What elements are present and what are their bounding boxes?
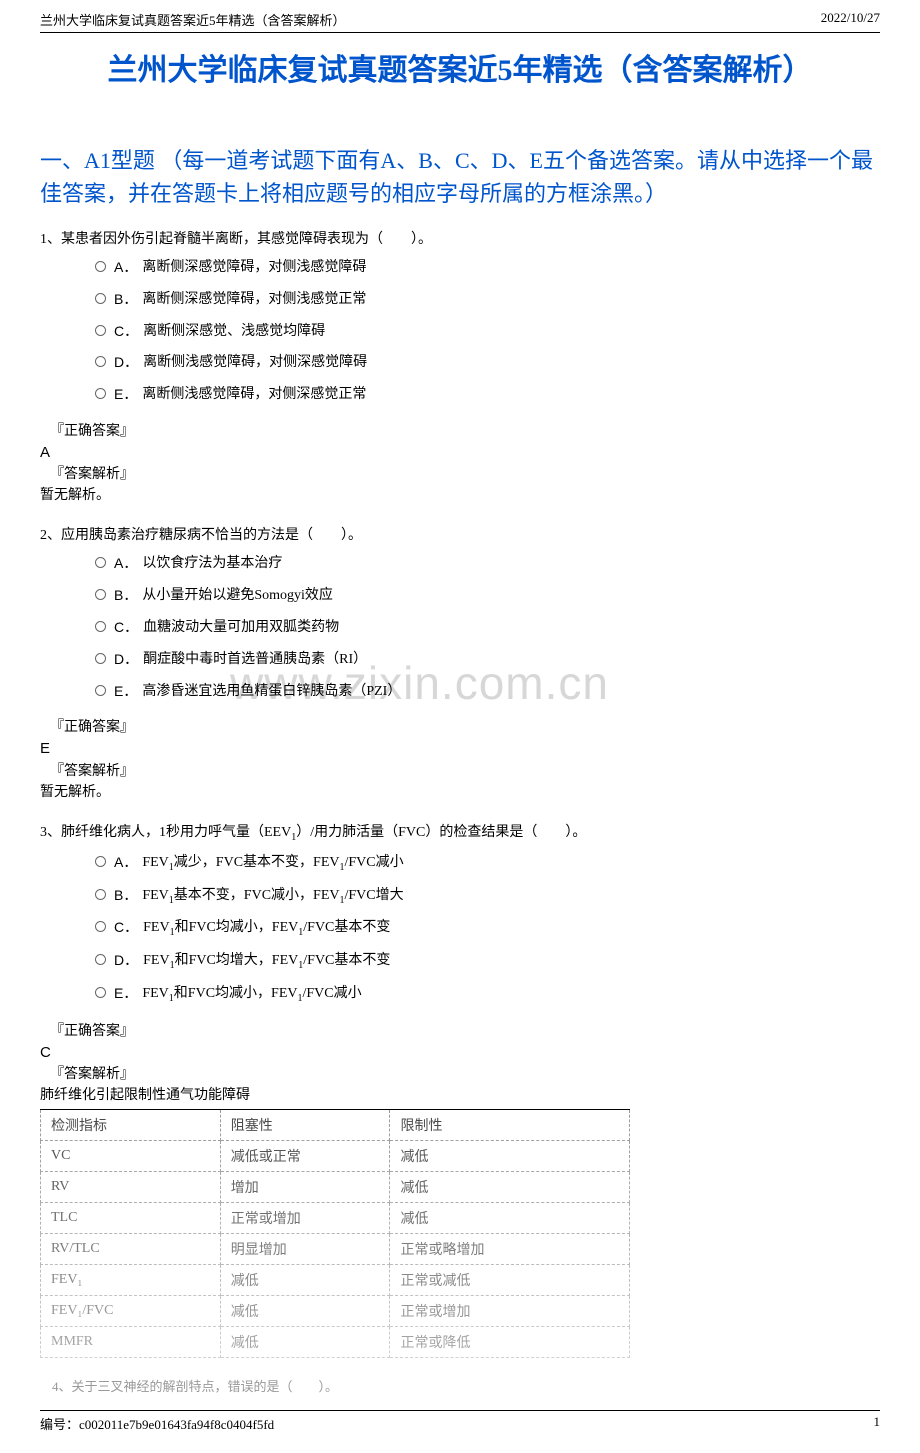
option-a[interactable]: A．离断侧深感觉障碍，对侧浅感觉障碍 (95, 256, 880, 280)
page-footer: 编号：c002011e7b9e01643fa94f8c0404f5fd 1 (40, 1410, 880, 1433)
analysis-table: 检测指标阻塞性限制性 VC减低或正常减低 RV增加减低 TLC正常或增加减低 R… (40, 1109, 630, 1358)
options-list: A．离断侧深感觉障碍，对侧浅感觉障碍 B．离断侧深感觉障碍，对侧浅感觉正常 C．… (95, 256, 880, 407)
answer-block: 『正确答案』 A 『答案解析』 暂无解析。 (40, 421, 880, 507)
option-e[interactable]: E．FEV1和FVC均减小，FEV1/FVC减小 (95, 982, 880, 1007)
table-row: FEV₁减低正常或减低 (41, 1265, 630, 1296)
footer-right: 1 (874, 1414, 881, 1433)
answer-block: 『正确答案』 E 『答案解析』 暂无解析。 (40, 717, 880, 803)
header-left: 兰州大学临床复试真题答案近5年精选（含答案解析） (40, 10, 346, 29)
option-c[interactable]: C．血糖波动大量可加用双胍类药物 (95, 616, 880, 640)
option-a[interactable]: A．以饮食疗法为基本治疗 (95, 552, 880, 576)
page-header: 兰州大学临床复试真题答案近5年精选（含答案解析） 2022/10/27 (40, 10, 880, 33)
question-2: 2、应用胰岛素治疗糖尿病不恰当的方法是（ ）。 A．以饮食疗法为基本治疗 B．从… (40, 524, 880, 802)
table-row: RV/TLC明显增加正常或略增加 (41, 1234, 630, 1265)
radio-icon (95, 325, 106, 336)
table-row: 检测指标阻塞性限制性 (41, 1110, 630, 1141)
question-1: 1、某患者因外伤引起脊髓半离断，其感觉障碍表现为（ ）。 A．离断侧深感觉障碍，… (40, 228, 880, 506)
option-a[interactable]: A．FEV1减少，FVC基本不变，FEV1/FVC减小 (95, 851, 880, 876)
option-c[interactable]: C．离断侧深感觉、浅感觉均障碍 (95, 320, 880, 344)
header-right: 2022/10/27 (821, 10, 880, 29)
option-d[interactable]: D．酮症酸中毒时首选普通胰岛素（RI） (95, 648, 880, 672)
options-list: A．FEV1减少，FVC基本不变，FEV1/FVC减小 B．FEV1基本不变，F… (95, 851, 880, 1007)
analysis-table-wrapper: 检测指标阻塞性限制性 VC减低或正常减低 RV增加减低 TLC正常或增加减低 R… (40, 1109, 880, 1358)
radio-icon (95, 653, 106, 664)
question-4-text: 4、关于三叉神经的解剖特点，错误的是（ ）。 (52, 1376, 880, 1395)
question-text: 1、某患者因外伤引起脊髓半离断，其感觉障碍表现为（ ）。 (40, 228, 880, 248)
main-title: 兰州大学临床复试真题答案近5年精选（含答案解析） (40, 45, 880, 89)
radio-icon (95, 954, 106, 965)
table-row: RV增加减低 (41, 1172, 630, 1203)
radio-icon (95, 987, 106, 998)
radio-icon (95, 557, 106, 568)
option-b[interactable]: B．从小量开始以避免Somogyi效应 (95, 584, 880, 608)
table-row: MMFR减低正常或降低 (41, 1327, 630, 1358)
option-b[interactable]: B．离断侧深感觉障碍，对侧浅感觉正常 (95, 288, 880, 312)
option-d[interactable]: D．FEV1和FVC均增大，FEV1/FVC基本不变 (95, 949, 880, 974)
radio-icon (95, 293, 106, 304)
options-list: A．以饮食疗法为基本治疗 B．从小量开始以避免Somogyi效应 C．血糖波动大… (95, 552, 880, 703)
radio-icon (95, 388, 106, 399)
answer-block: 『正确答案』 C 『答案解析』 肺纤维化引起限制性通气功能障碍 (40, 1021, 880, 1107)
option-e[interactable]: E．高渗昏迷宜选用鱼精蛋白锌胰岛素（PZI） (95, 680, 880, 704)
radio-icon (95, 921, 106, 932)
option-c[interactable]: C．FEV1和FVC均减小，FEV1/FVC基本不变 (95, 916, 880, 941)
option-d[interactable]: D．离断侧浅感觉障碍，对侧深感觉障碍 (95, 351, 880, 375)
radio-icon (95, 356, 106, 367)
footer-left: 编号：c002011e7b9e01643fa94f8c0404f5fd (40, 1414, 274, 1433)
table-row: TLC正常或增加减低 (41, 1203, 630, 1234)
option-e[interactable]: E．离断侧浅感觉障碍，对侧深感觉正常 (95, 383, 880, 407)
section-header: 一、A1型题 （每一道考试题下面有A、B、C、D、E五个备选答案。请从中选择一个… (40, 144, 880, 210)
radio-icon (95, 685, 106, 696)
question-3: 3、肺纤维化病人，1秒用力呼气量（EEV1）/用力肺活量（FVC）的检查结果是（… (40, 821, 880, 1358)
table-row: FEV₁/FVC减低正常或增加 (41, 1296, 630, 1327)
radio-icon (95, 889, 106, 900)
option-b[interactable]: B．FEV1基本不变，FVC减小，FEV1/FVC增大 (95, 884, 880, 909)
radio-icon (95, 589, 106, 600)
question-text: 2、应用胰岛素治疗糖尿病不恰当的方法是（ ）。 (40, 524, 880, 544)
radio-icon (95, 856, 106, 867)
radio-icon (95, 261, 106, 272)
question-text: 3、肺纤维化病人，1秒用力呼气量（EEV1）/用力肺活量（FVC）的检查结果是（… (40, 821, 880, 843)
table-row: VC减低或正常减低 (41, 1141, 630, 1172)
radio-icon (95, 621, 106, 632)
